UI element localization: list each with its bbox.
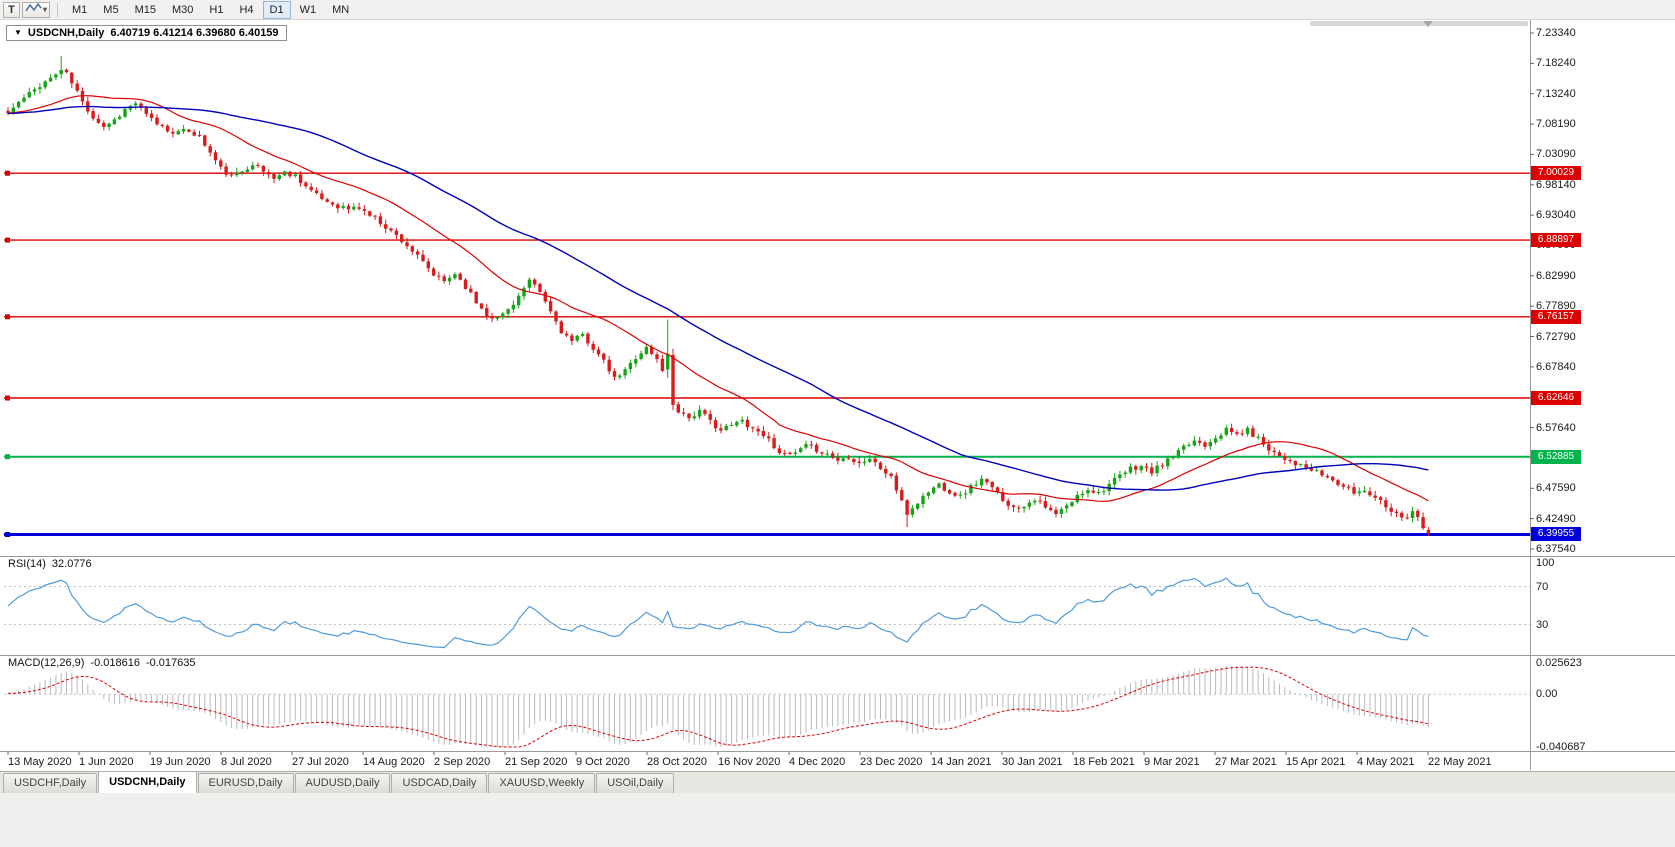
timeframe-button-h1[interactable]: H1 [209,3,224,16]
date-axis-label: 28 Oct 2020 [647,756,707,768]
timeframe-toolbar: M1 M5 M15 M30 H1 H4 D1 W1 MN [65,0,356,19]
date-axis-label: 27 Jul 2020 [292,756,349,768]
date-axis-label: 4 May 2021 [1357,756,1415,768]
price-axis-label: 6.72790 [1536,330,1576,343]
date-axis-label: 14 Jan 2021 [931,756,992,768]
macd-signal-line [7,666,1429,748]
timeframe-button-m5[interactable]: M5 [103,3,119,16]
rsi-value: 32.0776 [51,558,92,570]
chart-title-box[interactable]: ▼ USDCNH,Daily 6.40719 6.41214 6.39680 6… [6,25,287,41]
macd-signal-value: -0.017635 [145,657,196,669]
price-axis-label: 6.98140 [1536,178,1576,191]
date-axis-label: 23 Dec 2020 [860,756,923,768]
bottom-filler [0,793,1675,847]
date-axis-label: 22 May 2021 [1428,756,1492,768]
price-level-badge: 6.76157 [1531,310,1581,324]
chart-ohlc: 6.40719 6.41214 6.39680 6.40159 [110,27,279,39]
macd-pane [4,665,1530,748]
timeframe-button-m15[interactable]: M15 [134,3,156,16]
price-axis-label: 6.77890 [1536,300,1576,313]
candlestick-chart[interactable] [0,0,1675,770]
date-axis-label: 30 Jan 2021 [1002,756,1063,768]
symbol-menu-icon[interactable]: ▼ [14,28,22,37]
ma-fast-line [7,95,1429,502]
date-axis-label: 15 Apr 2021 [1286,756,1346,768]
rsi-label: RSI(14) 32.0776 [8,558,92,570]
rsi-axis-label: 100 [1536,557,1555,569]
date-axis-label: 16 Nov 2020 [718,756,781,768]
price-axis-label: 6.57640 [1536,421,1576,434]
price-axis-label: 7.23340 [1536,27,1576,39]
date-axis-label: 1 Jun 2020 [79,756,134,768]
price-axis-label: 6.47590 [1536,482,1576,495]
price-axis-label: 6.42490 [1536,512,1576,525]
price-level-badge: 6.62646 [1531,391,1581,405]
date-axis-label: 2 Sep 2020 [434,756,491,768]
date-axis-label: 18 Feb 2021 [1073,756,1135,768]
macd-axis-label: 0.025623 [1536,657,1582,669]
date-axis-label: 19 Jun 2020 [150,756,211,768]
ma-slow-line [7,105,1429,491]
chevron-down-icon: ▾ [43,4,48,14]
date-axis-label: 13 May 2020 [8,756,72,768]
line-tools-dropdown[interactable]: ▾ [22,1,51,18]
rsi-axis-label: 30 [1536,618,1549,631]
pointer-tool-button[interactable]: T [3,1,20,18]
date-axis-label: 21 Sep 2020 [505,756,568,768]
price-axis-label: 7.08190 [1536,118,1576,131]
macd-axis-label: 0.00 [1536,688,1558,701]
macd-axis-label: -0.040687 [1536,741,1586,753]
price-axis-label: 7.13240 [1536,87,1576,100]
timeframe-button-d1[interactable]: D1 [262,0,291,19]
price-axis-label: 6.37540 [1536,543,1576,555]
price-axis-label: 6.82990 [1536,269,1576,282]
chart-tab-audusd-daily[interactable]: AUDUSD,Daily [294,773,391,793]
pane-separators[interactable] [0,20,1675,770]
zigzag-icon [25,2,42,17]
chart-tab-usdchf-daily[interactable]: USDCHF,Daily [3,773,98,793]
timeframe-button-w1[interactable]: W1 [299,3,317,16]
price-level-badge: 6.39955 [1531,527,1581,541]
macd-name: MACD(12,26,9) [8,657,85,669]
timeframe-button-m1[interactable]: M1 [72,3,88,16]
chart-tab-usdcad-daily[interactable]: USDCAD,Daily [391,773,488,793]
toolbar-separator [57,2,59,17]
chart-tab-usoil-daily[interactable]: USOil,Daily [596,773,675,793]
chart-title: USDCNH,Daily [27,27,105,39]
price-axis-label: 6.67840 [1536,360,1576,373]
date-axis-label: 9 Mar 2021 [1144,756,1200,768]
date-axis-label: 8 Jul 2020 [221,756,272,768]
chart-tab-usdcnh-daily[interactable]: USDCNH,Daily [98,771,197,793]
date-axis-label: 27 Mar 2021 [1215,756,1277,768]
price-level-badge: 6.52885 [1531,450,1581,464]
date-axis-label: 9 Oct 2020 [576,756,630,768]
timeframe-button-m30[interactable]: M30 [171,3,194,16]
rsi-name: RSI(14) [8,558,46,570]
rsi-line [7,577,1429,649]
chart-tab-xauusd-weekly[interactable]: XAUUSD,Weekly [488,773,596,793]
macd-label: MACD(12,26,9) -0.018616 -0.017635 [8,657,196,669]
price-axis-label: 6.93040 [1536,209,1576,222]
chart-tab-eurusd-daily[interactable]: EURUSD,Daily [197,773,294,793]
timeframe-button-mn[interactable]: MN [332,3,350,16]
chart-tab-bar: USDCHF,Daily USDCNH,Daily EURUSD,Daily AUDU… [0,771,1675,793]
price-level-badge: 7.00029 [1531,166,1581,180]
rsi-axis-label: 70 [1536,580,1549,593]
horizontal-level-lines[interactable] [4,170,1530,537]
toolbar: T ▾ M1 M5 M15 M30 H1 H4 D1 W1 MN [0,0,1675,20]
candles [6,55,1431,537]
price-axis-label: 7.03090 [1536,148,1576,161]
chart-scrollbar[interactable] [1310,21,1528,27]
price-axis-label: 7.18240 [1536,57,1576,70]
rsi-pane [4,577,1530,649]
macd-histogram [7,665,1429,747]
shift-marker-icon [1423,21,1433,27]
date-axis-label: 4 Dec 2020 [789,756,846,768]
macd-main-value: -0.018616 [90,657,140,669]
timeframe-button-h4[interactable]: H4 [239,3,254,16]
price-level-badge: 6.88897 [1531,233,1581,247]
date-axis-label: 14 Aug 2020 [363,756,425,768]
